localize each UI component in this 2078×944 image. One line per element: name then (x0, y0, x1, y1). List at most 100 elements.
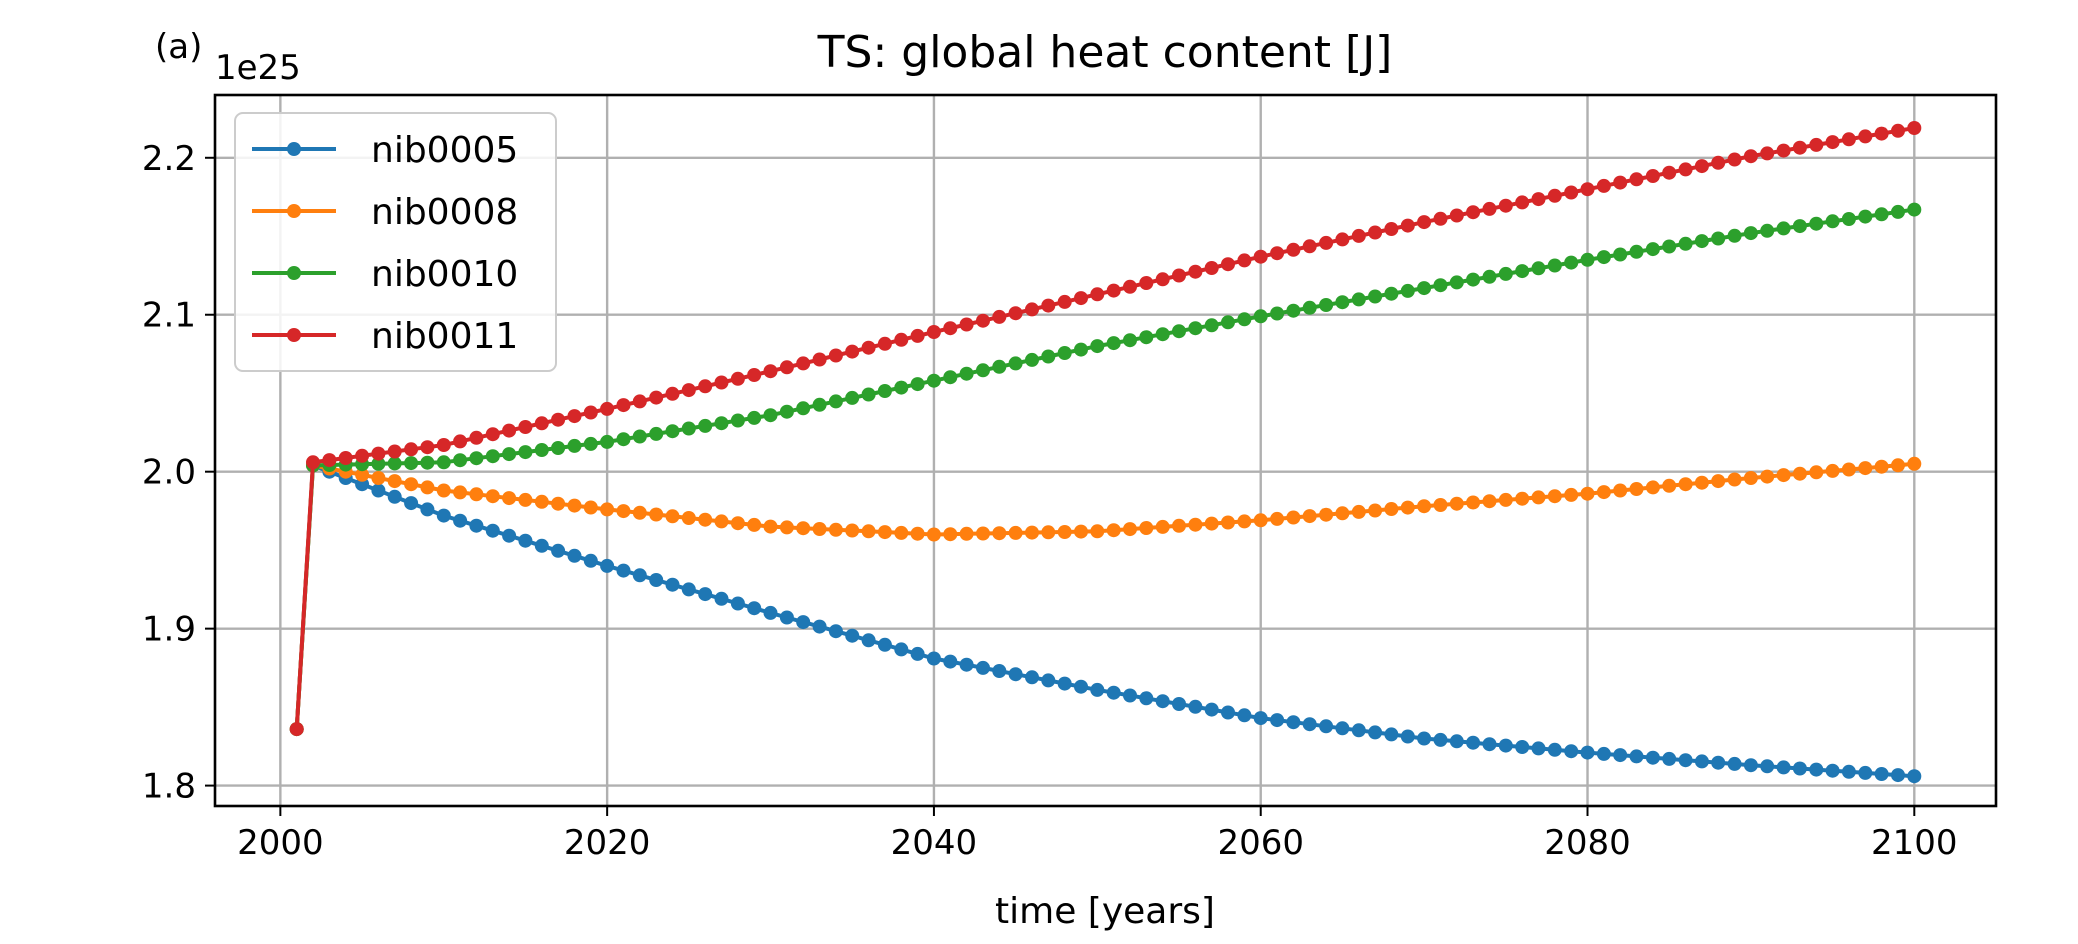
data-point (1106, 685, 1121, 700)
data-point (845, 523, 860, 538)
data-point (1270, 511, 1285, 526)
data-point (551, 543, 566, 558)
plot-frame (213, 93, 1998, 808)
data-point (1564, 487, 1579, 502)
data-point (1694, 475, 1709, 490)
series-line (294, 126, 1915, 730)
data-point (926, 527, 941, 542)
data-point (1907, 121, 1922, 135)
data-point (894, 380, 909, 395)
data-point (714, 514, 729, 529)
data-point (1515, 264, 1530, 279)
data-point (812, 619, 827, 634)
data-point (763, 364, 778, 379)
data-point (453, 434, 468, 449)
data-point (1368, 225, 1383, 240)
data-point (1760, 146, 1775, 161)
data-point (1188, 321, 1203, 336)
data-point (1580, 182, 1595, 197)
data-point (502, 491, 517, 506)
data-point (1417, 281, 1432, 296)
data-point (976, 313, 990, 328)
data-point (1074, 291, 1088, 306)
data-point (1319, 507, 1334, 522)
data-point (779, 360, 794, 375)
axis-ticks: 2000 2020 2040 2060 2080 2100 1.8 1.9 2.0 2.1 2.2 (142, 139, 1958, 863)
data-point (583, 405, 598, 420)
data-point (1368, 289, 1383, 304)
data-point (959, 526, 974, 541)
legend-entry-nib0005: nib0005 (252, 130, 518, 171)
data-point (632, 505, 647, 520)
data-point (420, 440, 435, 455)
data-point (845, 628, 860, 643)
data-point (1727, 152, 1742, 167)
data-point (518, 420, 533, 434)
data-point (1237, 253, 1252, 268)
data-point (1776, 760, 1791, 775)
data-point (665, 509, 680, 524)
data-point (1400, 500, 1415, 515)
data-point (714, 375, 729, 390)
data-point (926, 325, 941, 339)
data-point (1172, 268, 1186, 283)
data-point (1645, 750, 1660, 765)
data-point (1204, 261, 1219, 275)
data-point (976, 660, 990, 675)
data-point (812, 352, 827, 367)
data-point (1139, 521, 1154, 535)
data-point (730, 413, 745, 428)
data-point (469, 518, 484, 533)
data-point (1596, 746, 1611, 761)
data-point (779, 520, 794, 535)
data-point (812, 522, 827, 536)
data-point (1417, 499, 1432, 514)
data-point (600, 434, 615, 449)
y-tick-label: 2.1 (142, 296, 196, 336)
y-tick-label: 1.9 (142, 610, 196, 650)
data-point (436, 455, 451, 470)
data-point (1858, 765, 1873, 780)
data-point (1809, 762, 1824, 777)
data-point (1204, 516, 1219, 531)
data-point (698, 512, 713, 527)
data-point (747, 517, 762, 532)
data-point (1662, 478, 1677, 493)
data-point (485, 489, 500, 504)
data-point (632, 568, 647, 583)
data-point (1384, 502, 1399, 516)
data-point (1678, 753, 1693, 768)
data-point (747, 368, 762, 382)
data-point (1433, 498, 1448, 512)
data-point (1891, 768, 1905, 783)
data-point (502, 447, 517, 462)
data-point (1564, 744, 1579, 759)
data-point (1123, 333, 1137, 348)
data-point (1008, 525, 1023, 540)
legend-label: nib0008 (371, 192, 518, 233)
data-point (420, 502, 435, 517)
legend-swatch-marker (287, 142, 301, 156)
data-point (371, 456, 386, 471)
data-point (616, 563, 631, 578)
data-point (649, 507, 664, 522)
data-point (1858, 461, 1873, 476)
data-point (1629, 482, 1644, 496)
data-point (976, 363, 990, 378)
data-point (371, 446, 386, 461)
data-point (1286, 510, 1301, 525)
data-point (355, 448, 370, 463)
data-point (1384, 222, 1399, 236)
data-point (910, 646, 925, 661)
data-point (306, 455, 320, 470)
data-point (992, 664, 1007, 678)
data-point (1449, 734, 1464, 749)
data-point (1368, 503, 1383, 518)
data-point (943, 527, 958, 542)
data-point (779, 404, 794, 419)
data-point (1433, 211, 1448, 226)
data-point (1090, 682, 1105, 697)
data-point (649, 390, 664, 405)
data-point (1792, 466, 1807, 481)
data-point (1041, 673, 1056, 688)
